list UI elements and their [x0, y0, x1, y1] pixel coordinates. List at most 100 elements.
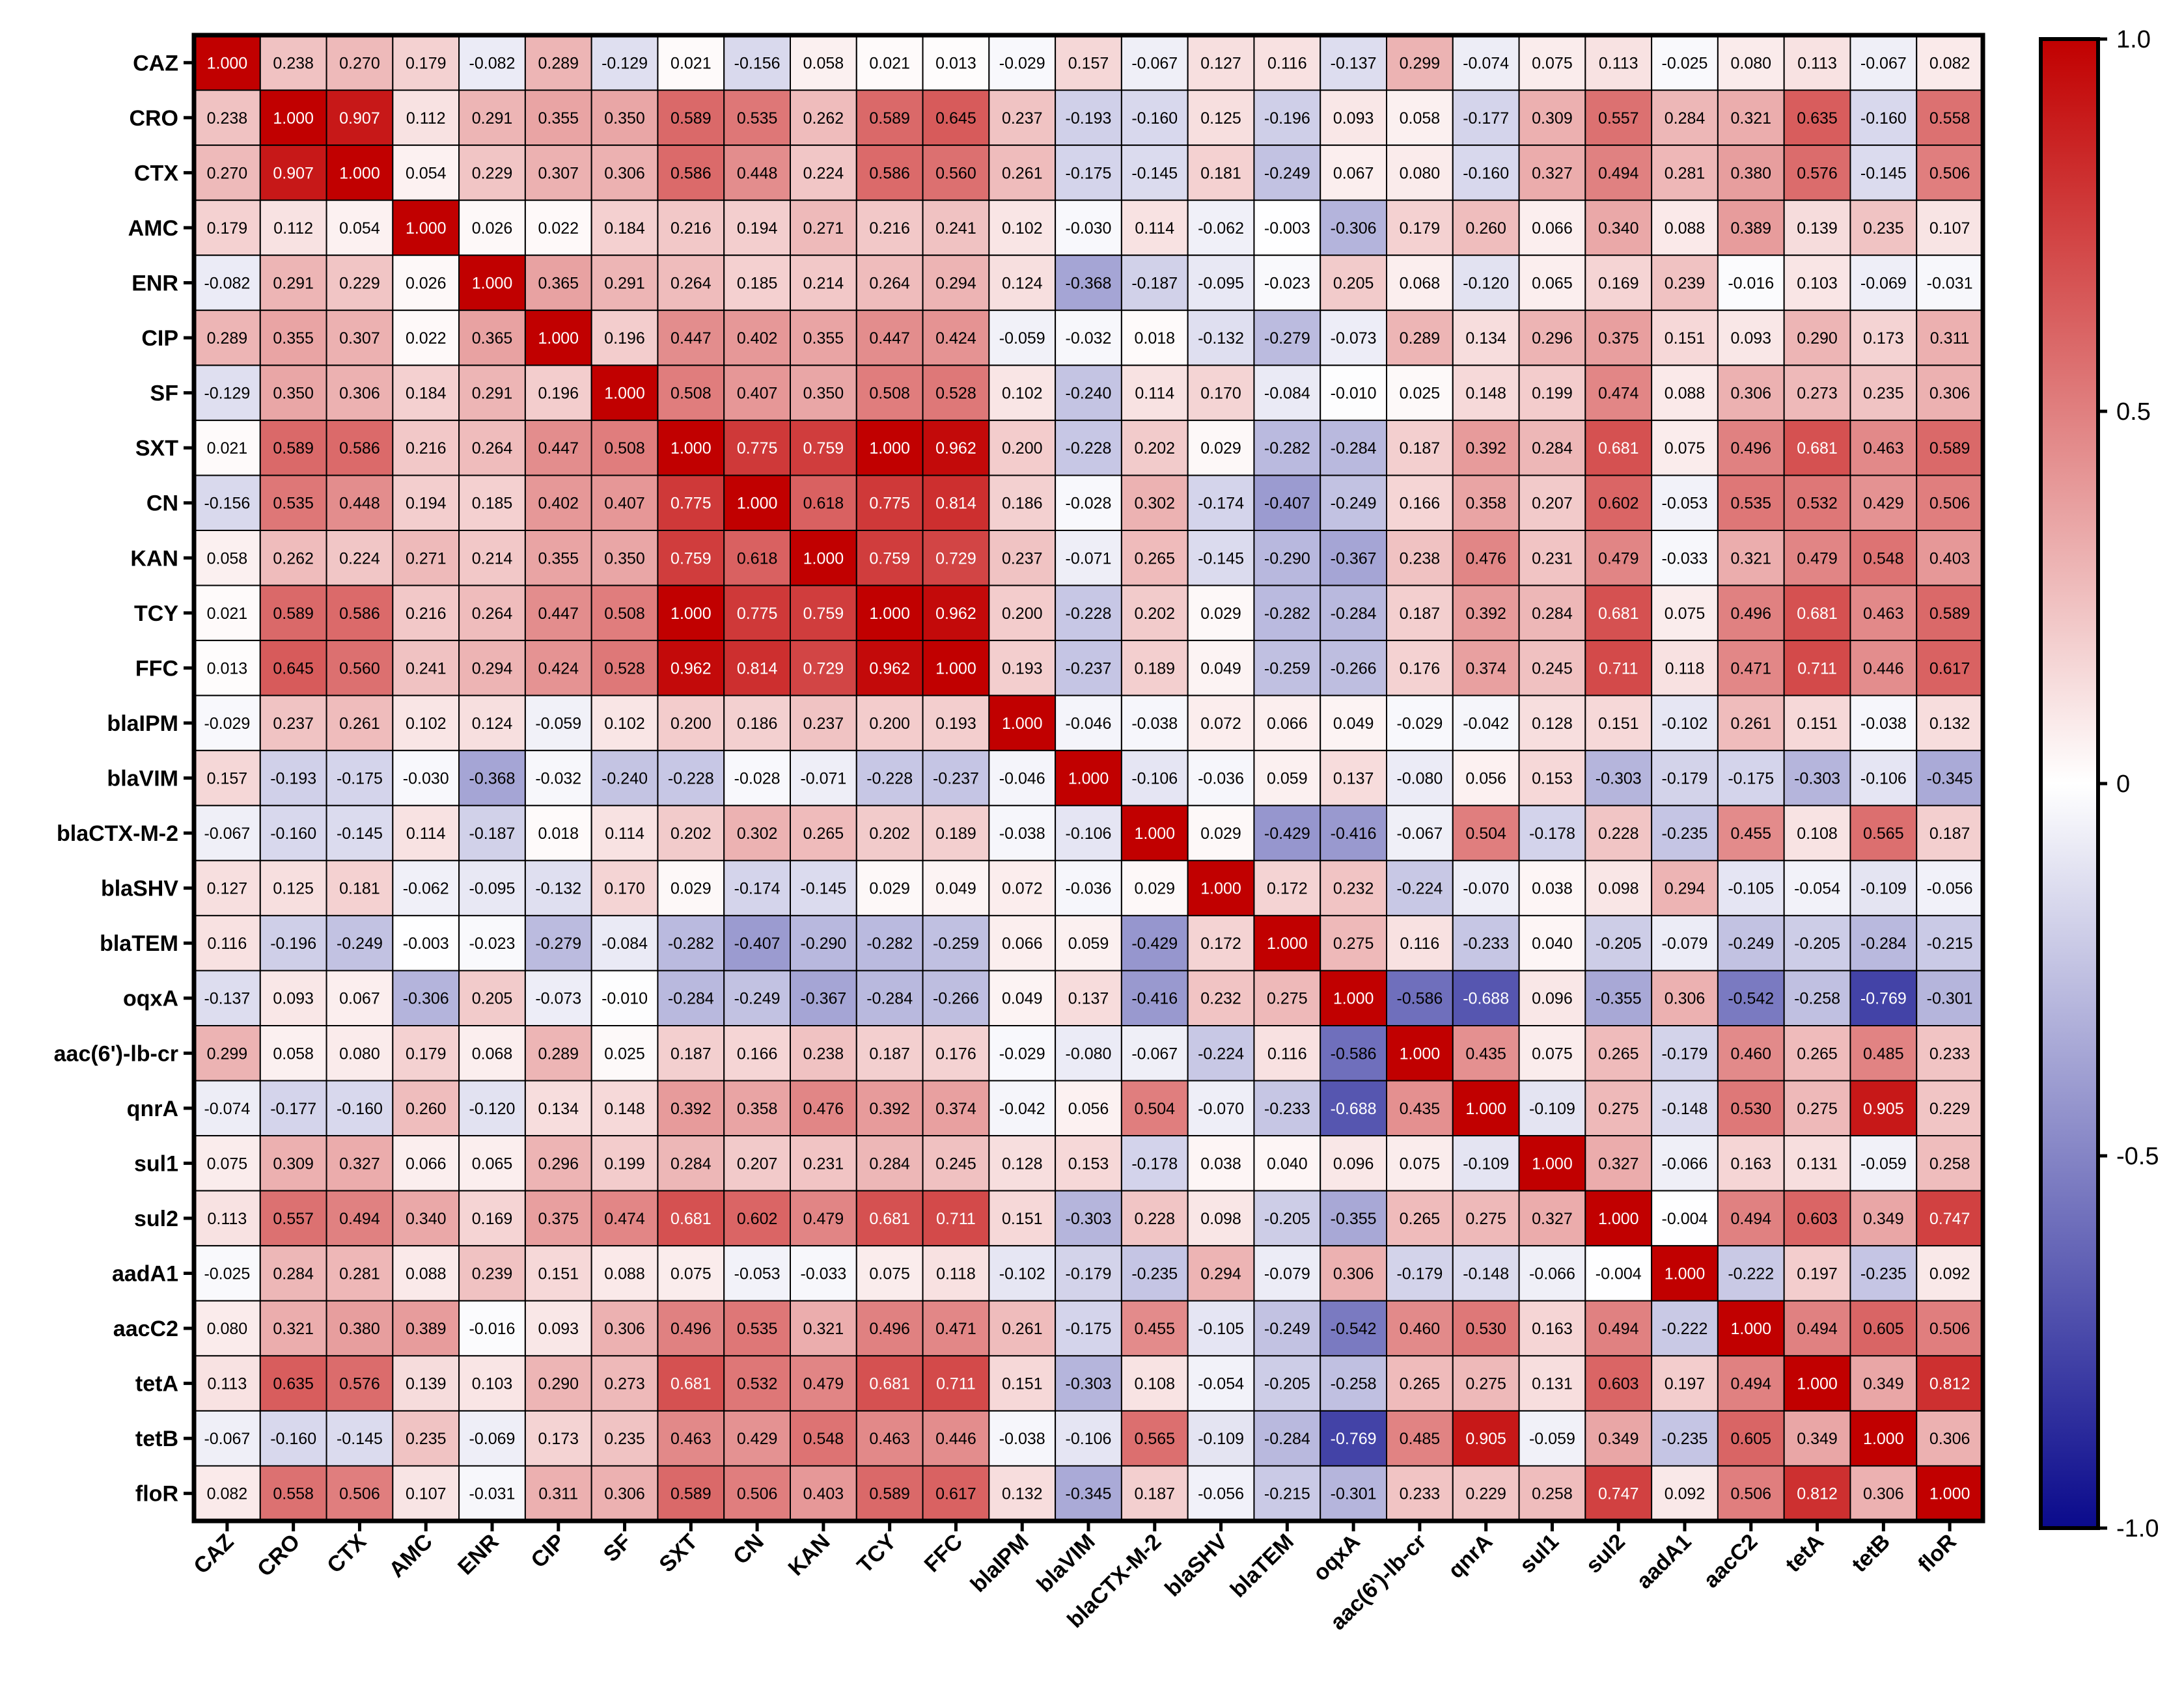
heatmap-cell [193, 474, 261, 532]
heatmap-cell [1320, 750, 1387, 806]
cell-value-label: -0.042 [1463, 715, 1509, 733]
cell-value-label: 0.471 [935, 1320, 976, 1338]
cell-value-label: -0.282 [668, 935, 714, 953]
cell-value-label: 0.093 [538, 1320, 579, 1338]
heatmap-cell [1055, 199, 1122, 256]
cell-value-label: -0.179 [1662, 1045, 1708, 1063]
cell-value-label: -0.284 [1331, 439, 1377, 458]
cell-value-label: 0.262 [803, 109, 844, 128]
cell-value-label: 0.476 [803, 1100, 844, 1118]
cell-value-label: 0.224 [803, 164, 844, 182]
heatmap-cell [524, 530, 592, 586]
row-label: sul2 [134, 1207, 178, 1231]
heatmap-cell [723, 1135, 791, 1192]
cell-value-label: -0.029 [999, 54, 1045, 72]
cell-value-label: 0.148 [604, 1100, 645, 1118]
cell-value-label: 0.775 [869, 495, 910, 513]
heatmap-cell [1518, 474, 1586, 532]
heatmap-cell [1916, 970, 1984, 1027]
heatmap-cell [590, 530, 659, 586]
cell-value-label: -0.160 [1131, 109, 1178, 128]
cell-value-label: 0.054 [406, 164, 447, 182]
heatmap-cell [1518, 860, 1586, 916]
heatmap-cell [458, 750, 526, 806]
heatmap-cell [657, 1410, 725, 1467]
heatmap-cell [1253, 1025, 1321, 1082]
cell-value-label: 0.602 [1598, 495, 1639, 513]
heatmap-cell [392, 254, 460, 311]
heatmap-cell [1584, 1410, 1653, 1467]
heatmap-cell [524, 1245, 592, 1302]
cell-value-label: 0.067 [339, 990, 380, 1008]
heatmap-cell [1452, 254, 1520, 311]
heatmap-cell [392, 1135, 460, 1192]
cell-value-label: -0.215 [1264, 1485, 1310, 1503]
heatmap-cell [1187, 1135, 1255, 1192]
heatmap-cell [1849, 1190, 1918, 1247]
cell-value-label: 0.021 [869, 54, 910, 72]
heatmap-cell [1651, 199, 1719, 256]
row-label: CN [146, 491, 178, 516]
cell-value-label: 0.067 [1333, 164, 1374, 182]
cell-value-label: 0.307 [538, 164, 579, 182]
heatmap-cell [1187, 34, 1255, 91]
cell-value-label: -0.004 [1662, 1210, 1708, 1228]
heatmap-cell [1452, 34, 1520, 91]
heatmap-cell [1651, 419, 1719, 476]
cell-value-label: -0.054 [1794, 880, 1840, 898]
heatmap-cell [1717, 860, 1785, 916]
cell-value-label: -0.290 [800, 935, 846, 953]
cell-value-label: -0.284 [1264, 1430, 1310, 1448]
cell-value-label: 0.455 [1134, 1320, 1175, 1338]
heatmap-cell [790, 89, 857, 146]
heatmap-cell [259, 584, 327, 642]
heatmap-cell [1717, 1025, 1785, 1082]
heatmap-cell [259, 804, 327, 862]
heatmap-cell [657, 254, 725, 311]
cell-value-label: 0.548 [803, 1430, 844, 1448]
row-label: CTX [134, 161, 178, 185]
cell-value-label: 0.066 [1002, 935, 1043, 953]
heatmap-cell [1916, 1245, 1984, 1302]
cell-value-label: -0.177 [270, 1100, 316, 1118]
row-label: blaIPM [107, 711, 178, 736]
heatmap-cell [1386, 364, 1454, 421]
heatmap-cell [524, 364, 592, 421]
heatmap-cell [1386, 584, 1454, 642]
cell-value-label: 0.238 [803, 1045, 844, 1063]
heatmap-cell [1717, 914, 1785, 972]
cell-value-label: -0.769 [1331, 1430, 1377, 1448]
heatmap-cell [1518, 34, 1586, 91]
cell-value-label: 0.389 [1730, 219, 1771, 238]
cell-value-label: -0.074 [204, 1100, 250, 1118]
cell-value-label: 0.088 [604, 1265, 645, 1283]
heatmap-cell [1783, 1190, 1851, 1247]
heatmap-cell [1916, 144, 1984, 201]
heatmap-cell [1916, 694, 1984, 752]
heatmap-cell [193, 1355, 261, 1412]
heatmap-cell [1452, 970, 1520, 1027]
cell-value-label: 0.229 [472, 164, 513, 182]
cell-value-label: -0.259 [1264, 659, 1310, 677]
heatmap-cell [1783, 1080, 1851, 1137]
cell-value-label: -0.258 [1331, 1375, 1377, 1393]
heatmap-cell [723, 89, 791, 146]
cell-value-label: -0.266 [933, 990, 979, 1008]
cell-value-label: -0.025 [1662, 54, 1708, 72]
heatmap-cell [1120, 89, 1189, 146]
cell-value-label: -0.071 [1066, 549, 1112, 568]
row-label: blaTEM [100, 931, 178, 956]
cell-value-label: -0.067 [204, 1430, 250, 1448]
cell-value-label: 0.306 [1333, 1265, 1374, 1283]
cell-value-label: -0.205 [1794, 935, 1840, 953]
heatmap-cell [1717, 199, 1785, 256]
cell-value-label: 1.000 [670, 605, 712, 623]
cell-value-label: 0.157 [207, 770, 248, 788]
heatmap-cell [325, 694, 394, 752]
cell-value-label: 0.271 [803, 219, 844, 238]
heatmap-cell [1386, 804, 1454, 862]
heatmap-cell [1916, 1300, 1984, 1357]
heatmap-cell [1320, 1025, 1387, 1082]
cell-value-label: 0.132 [1002, 1485, 1043, 1503]
row-label: blaVIM [107, 767, 178, 791]
